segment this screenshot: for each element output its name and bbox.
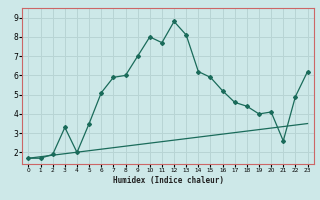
- X-axis label: Humidex (Indice chaleur): Humidex (Indice chaleur): [113, 176, 223, 185]
